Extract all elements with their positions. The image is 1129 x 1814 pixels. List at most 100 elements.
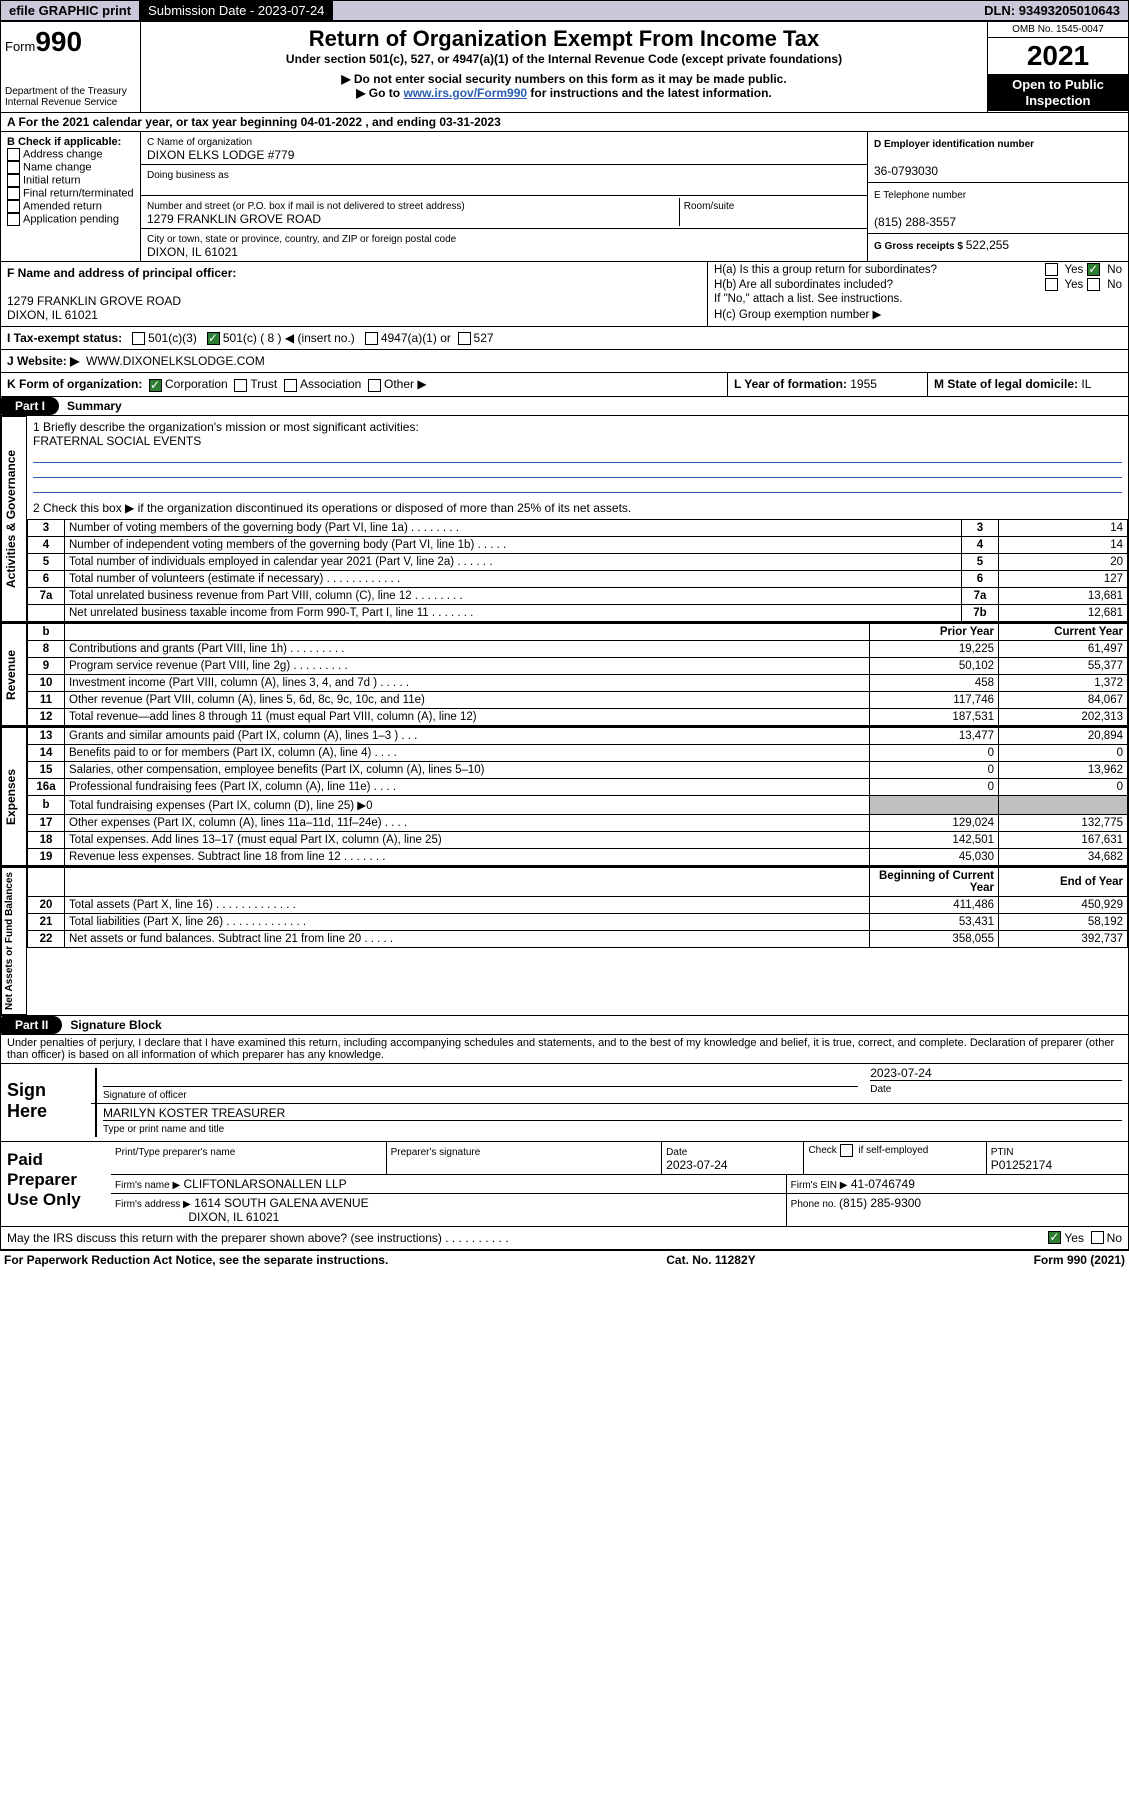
box-b: B Check if applicable: Address change Na… bbox=[1, 132, 141, 261]
chk-other[interactable] bbox=[368, 379, 381, 392]
h-b-label: H(b) Are all subordinates included? bbox=[714, 279, 1041, 291]
street-label: Number and street (or P.O. box if mail i… bbox=[147, 201, 465, 212]
end-year: 58,192 bbox=[999, 913, 1128, 930]
chk-501c3[interactable] bbox=[132, 332, 145, 345]
room-label: Room/suite bbox=[684, 201, 735, 212]
current-year: 202,313 bbox=[999, 708, 1128, 725]
efile-label[interactable]: efile GRAPHIC print bbox=[1, 1, 140, 20]
expenses-block: Expenses 13 Grants and similar amounts p… bbox=[0, 727, 1129, 867]
revenue-table: b Prior Year Current Year8 Contributions… bbox=[27, 623, 1128, 726]
line-text: Professional fundraising fees (Part IX, … bbox=[65, 778, 870, 795]
gross-value: 522,255 bbox=[966, 238, 1009, 252]
gross-label: G Gross receipts $ bbox=[874, 241, 966, 252]
pt-check-label: Check bbox=[808, 1145, 839, 1156]
checkbox-amended[interactable] bbox=[7, 200, 20, 213]
line-num: 12 bbox=[28, 708, 65, 725]
sig-date-label: Date bbox=[870, 1084, 891, 1095]
sign-block: Sign Here Signature of officer 2023-07-2… bbox=[0, 1064, 1129, 1142]
line-num: 18 bbox=[28, 831, 65, 848]
txt-501c: 501(c) ( 8 ) ◀ (insert no.) bbox=[223, 331, 355, 345]
line-num bbox=[28, 604, 65, 621]
chk-self-employed[interactable] bbox=[840, 1144, 853, 1157]
current-year: 13,962 bbox=[999, 761, 1128, 778]
part2-header: Part II Signature Block bbox=[0, 1016, 1129, 1035]
may-no-box[interactable] bbox=[1091, 1231, 1104, 1244]
paid-label: Paid Preparer Use Only bbox=[1, 1142, 111, 1226]
city-value: DIXON, IL 61021 bbox=[147, 245, 238, 259]
line-text: Total revenue—add lines 8 through 11 (mu… bbox=[65, 708, 870, 725]
may-yes-box[interactable] bbox=[1048, 1231, 1061, 1244]
tax-year: 2021 bbox=[988, 38, 1128, 75]
firm-addr1: 1614 SOUTH GALENA AVENUE bbox=[194, 1196, 369, 1210]
irs-link[interactable]: www.irs.gov/Form990 bbox=[403, 86, 527, 100]
footer-cat: Cat. No. 11282Y bbox=[666, 1253, 755, 1267]
line-text: Grants and similar amounts paid (Part IX… bbox=[65, 727, 870, 744]
chk-trust[interactable] bbox=[234, 379, 247, 392]
line-num: b bbox=[28, 795, 65, 814]
checkbox-name[interactable] bbox=[7, 161, 20, 174]
chk-501c[interactable] bbox=[207, 332, 220, 345]
line-ref: 5 bbox=[962, 553, 999, 570]
line-text: Net unrelated business taxable income fr… bbox=[65, 604, 962, 621]
k-label: K Form of organization: bbox=[7, 377, 142, 391]
line-text: Salaries, other compensation, employee b… bbox=[65, 761, 870, 778]
note-pre: ▶ Go to bbox=[356, 86, 403, 100]
chk-pending: Application pending bbox=[23, 213, 119, 225]
checkbox-pending[interactable] bbox=[7, 213, 20, 226]
chk-corp[interactable] bbox=[149, 379, 162, 392]
hb-no: No bbox=[1107, 279, 1122, 291]
line-num: 5 bbox=[28, 553, 65, 570]
sig-date-value: 2023-07-24 bbox=[870, 1066, 931, 1080]
beg-year: 358,055 bbox=[870, 930, 999, 947]
chk-4947[interactable] bbox=[365, 332, 378, 345]
ha-no-box[interactable] bbox=[1087, 263, 1100, 276]
line-num: 8 bbox=[28, 640, 65, 657]
type-name-label: Type or print name and title bbox=[103, 1124, 224, 1135]
chk-amended: Amended return bbox=[23, 200, 102, 212]
prior-year bbox=[870, 795, 999, 814]
footer-form: Form 990 (2021) bbox=[1034, 1253, 1125, 1267]
checkbox-final[interactable] bbox=[7, 187, 20, 200]
firm-phone: (815) 285-9300 bbox=[839, 1196, 921, 1210]
chk-assoc[interactable] bbox=[284, 379, 297, 392]
revenue-block: Revenue b Prior Year Current Year8 Contr… bbox=[0, 623, 1129, 727]
prior-year: 458 bbox=[870, 674, 999, 691]
hb-no-box[interactable] bbox=[1087, 278, 1100, 291]
part2-title: Signature Block bbox=[70, 1018, 161, 1032]
form-header: Form990 Department of the Treasury Inter… bbox=[0, 21, 1129, 113]
chk-527[interactable] bbox=[458, 332, 471, 345]
footer-pra: For Paperwork Reduction Act Notice, see … bbox=[4, 1253, 388, 1267]
line-text: Investment income (Part VIII, column (A)… bbox=[65, 674, 870, 691]
checkbox-initial[interactable] bbox=[7, 174, 20, 187]
hb-yes-box[interactable] bbox=[1045, 278, 1058, 291]
hdr-prior-year: Prior Year bbox=[870, 623, 999, 640]
current-year: 61,497 bbox=[999, 640, 1128, 657]
website-row: J Website: ▶ WWW.DIXONELKSLODGE.COM bbox=[0, 350, 1129, 373]
chk-final: Final return/terminated bbox=[23, 187, 134, 199]
line-num: 20 bbox=[28, 896, 65, 913]
officer-addr1: 1279 FRANKLIN GROVE ROAD bbox=[7, 294, 181, 308]
line-text: Program service revenue (Part VIII, line… bbox=[65, 657, 870, 674]
prior-year: 117,746 bbox=[870, 691, 999, 708]
current-year: 1,372 bbox=[999, 674, 1128, 691]
note-ssn: ▶ Do not enter social security numbers o… bbox=[147, 72, 981, 86]
note-link-row: ▶ Go to www.irs.gov/Form990 for instruct… bbox=[147, 86, 981, 100]
line-num: 9 bbox=[28, 657, 65, 674]
hdr-beg-year: Beginning of Current Year bbox=[870, 867, 999, 896]
ha-yes-box[interactable] bbox=[1045, 263, 1058, 276]
line1-label: 1 Briefly describe the organization's mi… bbox=[33, 420, 419, 434]
end-year: 392,737 bbox=[999, 930, 1128, 947]
line-num: 4 bbox=[28, 536, 65, 553]
checkbox-addr[interactable] bbox=[7, 148, 20, 161]
line-text: Other revenue (Part VIII, column (A), li… bbox=[65, 691, 870, 708]
line-num: 21 bbox=[28, 913, 65, 930]
org-info-block: B Check if applicable: Address change Na… bbox=[0, 132, 1129, 262]
pt-date-lbl: Date bbox=[666, 1147, 687, 1158]
m-value: IL bbox=[1081, 377, 1091, 391]
prior-year: 187,531 bbox=[870, 708, 999, 725]
txt-501c3: 501(c)(3) bbox=[148, 331, 197, 345]
line-text: Revenue less expenses. Subtract line 18 … bbox=[65, 848, 870, 865]
part1-title: Summary bbox=[67, 399, 122, 413]
line-text: Net assets or fund balances. Subtract li… bbox=[65, 930, 870, 947]
line-text: Total expenses. Add lines 13–17 (must eq… bbox=[65, 831, 870, 848]
